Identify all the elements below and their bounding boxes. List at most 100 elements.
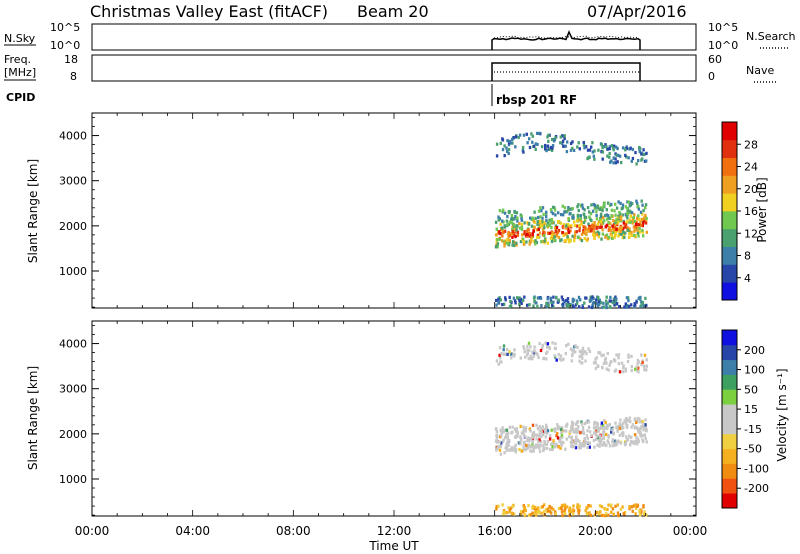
data-cell [501, 219, 504, 223]
data-cell [564, 352, 567, 356]
data-cell [539, 440, 543, 444]
data-cell [621, 431, 625, 435]
data-cell [518, 133, 522, 137]
data-cell [507, 151, 510, 156]
colorbar-tick-label: 20 [744, 183, 758, 196]
data-cell [502, 344, 506, 348]
data-cell [545, 357, 548, 361]
colorbar-tick-label: -200 [744, 482, 769, 495]
data-cell [537, 209, 541, 213]
data-cell [642, 504, 645, 508]
colorbar-swatch [722, 211, 737, 230]
data-cell [627, 304, 631, 308]
data-cell [612, 226, 615, 230]
data-cell [513, 299, 517, 303]
data-cell [500, 441, 503, 445]
data-cell [524, 435, 527, 439]
data-cell [641, 419, 644, 424]
data-cell [578, 439, 581, 444]
data-cell [619, 424, 622, 428]
data-cell [502, 220, 505, 224]
data-cell [525, 443, 528, 448]
data-cell [544, 341, 547, 345]
data-cell [618, 433, 621, 437]
data-cell [512, 512, 516, 516]
data-cell [641, 425, 644, 429]
data-cell [511, 137, 514, 141]
data-cell [574, 350, 577, 354]
data-cell [605, 432, 608, 437]
data-cell [506, 139, 509, 143]
data-cell [631, 218, 634, 222]
data-cell [578, 445, 581, 449]
velocity-colorbar: 200 100 50 15 -15 -50 -100 -200 [721, 329, 769, 509]
data-cell [626, 226, 629, 230]
data-cell [593, 149, 596, 153]
data-cell [554, 213, 557, 217]
data-cell [536, 352, 539, 356]
cpid-mode: rbsp 201 RF [496, 93, 577, 107]
data-cell [539, 223, 543, 227]
data-cell [506, 215, 509, 219]
nave-tick-bottom: 0 [708, 70, 715, 83]
data-cell [495, 427, 498, 431]
data-cell [644, 206, 647, 210]
data-cell [631, 509, 634, 513]
data-cell [593, 203, 597, 207]
data-cell [503, 451, 506, 455]
data-cell [529, 240, 532, 244]
data-cell [501, 226, 504, 230]
data-cell [575, 429, 578, 433]
data-cell [576, 438, 580, 442]
data-cell [527, 436, 530, 440]
data-cell [635, 216, 639, 220]
data-cell [593, 445, 596, 449]
data-cell [591, 150, 594, 154]
data-cell [622, 231, 625, 235]
data-cell [628, 507, 631, 511]
data-cell [532, 435, 535, 439]
data-cell [520, 227, 524, 232]
data-cell [553, 235, 556, 239]
data-cell [604, 420, 607, 424]
data-cell [573, 345, 576, 349]
data-cell [592, 154, 595, 158]
data-cell [625, 305, 628, 309]
data-cell [498, 444, 501, 448]
data-cell [535, 433, 539, 437]
data-cell [573, 220, 576, 224]
data-cell [631, 147, 634, 152]
data-cell [589, 513, 593, 517]
data-cell [543, 446, 546, 450]
data-cell [513, 243, 516, 248]
data-cell [542, 356, 546, 360]
data-cell [542, 220, 546, 225]
data-cell [523, 346, 526, 350]
data-cell [640, 303, 643, 307]
data-cell [633, 213, 636, 217]
data-cell [645, 216, 648, 220]
data-cell [641, 228, 644, 232]
data-cell [535, 131, 539, 135]
data-cell [495, 243, 498, 247]
data-cell [507, 148, 511, 152]
data-cell [597, 148, 600, 152]
data-cell [610, 202, 613, 206]
data-cell [633, 233, 636, 237]
data-cell [501, 239, 504, 243]
data-cell [602, 436, 605, 440]
data-cell [629, 440, 633, 444]
data-cell [606, 426, 609, 430]
data-cell [634, 506, 638, 510]
data-cell [525, 132, 528, 136]
data-cell [526, 344, 529, 348]
data-cell [501, 503, 504, 507]
data-cell [535, 301, 538, 305]
data-cell [539, 220, 542, 224]
data-cell [624, 212, 627, 217]
data-cell [624, 369, 627, 373]
data-cell [599, 440, 603, 444]
data-cell [637, 296, 641, 300]
data-cell [577, 425, 580, 429]
data-cell [527, 504, 530, 508]
